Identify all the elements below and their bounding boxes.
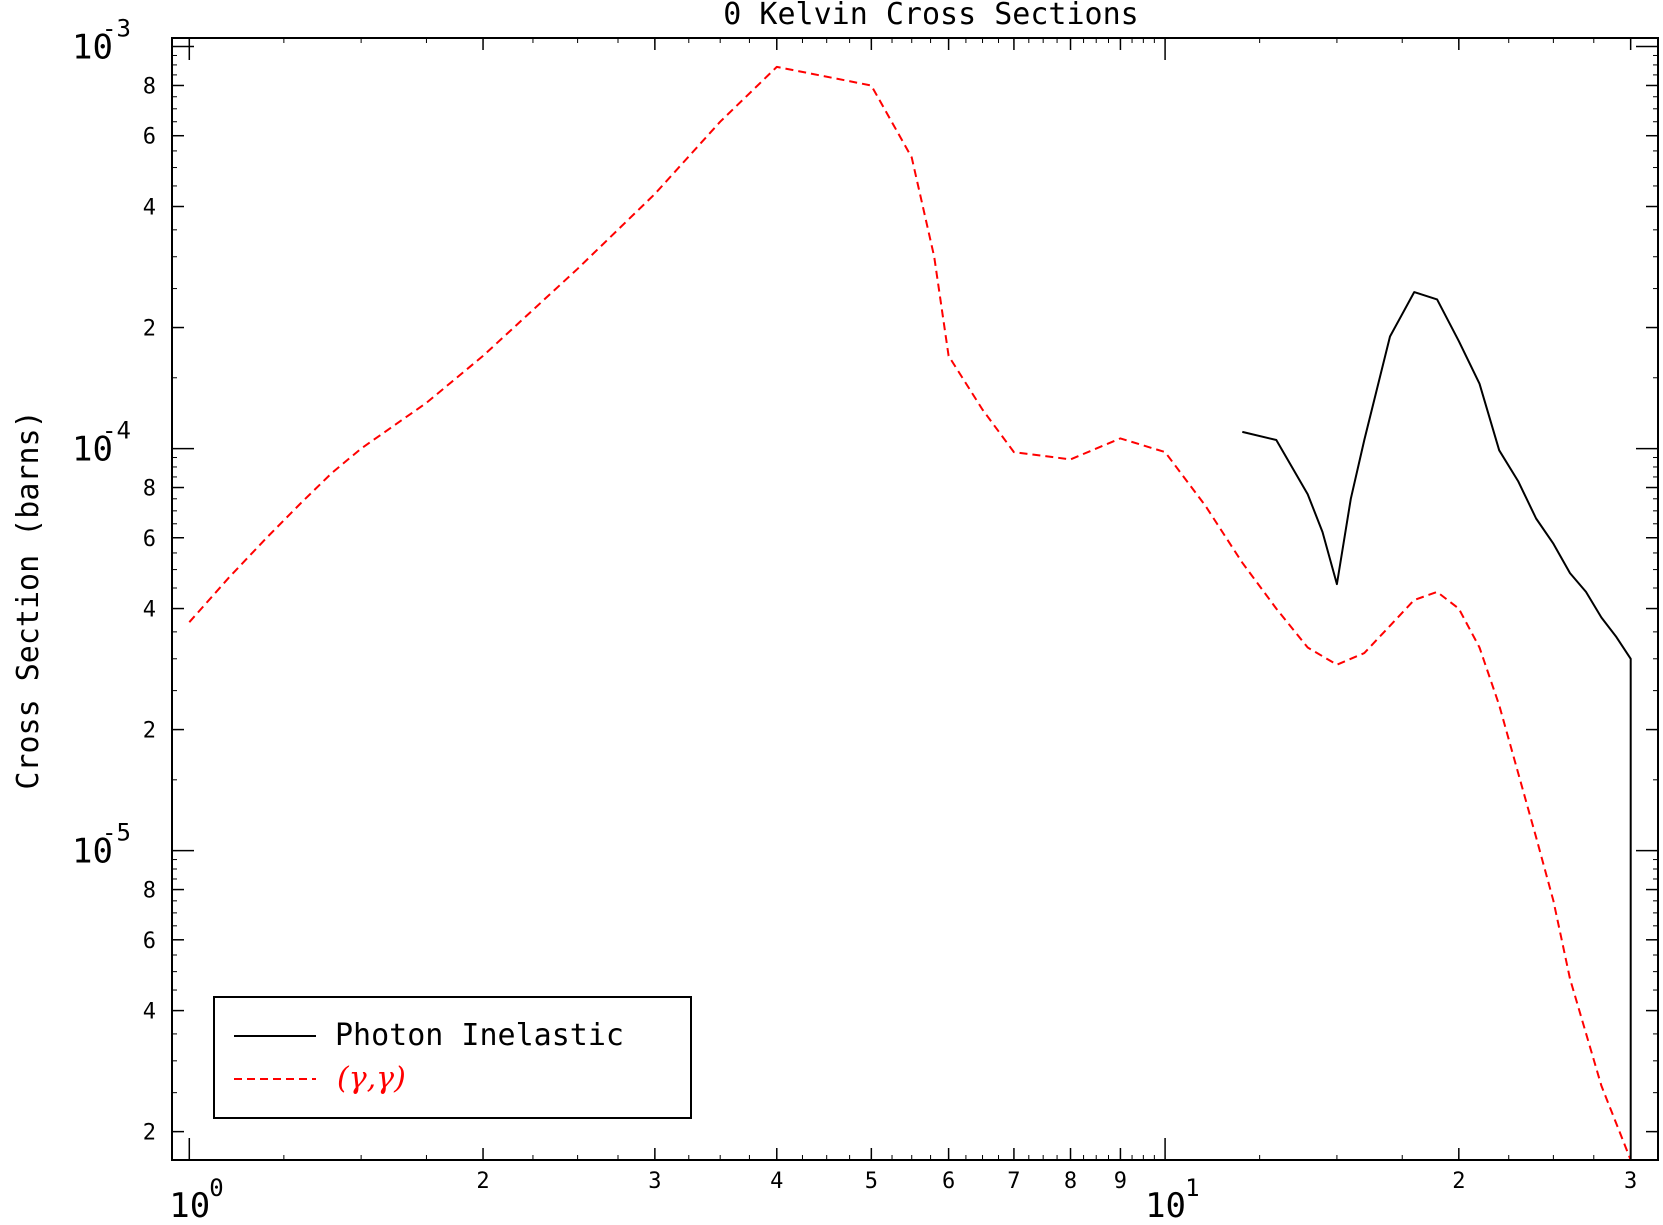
x-tick-label: 4	[770, 1169, 783, 1194]
legend-label-photon-inelastic: Photon Inelastic	[335, 1018, 624, 1053]
x-decade-label: 10	[1145, 1186, 1186, 1225]
series-line-1	[188, 65, 1632, 1161]
y-decade-exponent: -4	[102, 417, 131, 445]
x-tick-label: 3	[648, 1169, 661, 1194]
x-tick-label: 3	[1624, 1169, 1637, 1194]
y-tick-label: 4	[143, 196, 156, 221]
x-decade-exponent: 0	[209, 1174, 223, 1202]
y-tick-label: 2	[143, 719, 156, 744]
y-tick-label: 6	[143, 527, 156, 552]
x-tick-label: 9	[1114, 1169, 1127, 1194]
plot-frame	[171, 37, 1659, 1161]
y-tick-label: 8	[143, 477, 156, 502]
chart-title: 0 Kelvin Cross Sections	[723, 0, 1138, 32]
series-line-0	[1242, 291, 1632, 1160]
y-tick-label: 8	[143, 74, 156, 99]
x-tick-label: 2	[1452, 1169, 1465, 1194]
y-decade-exponent: -3	[102, 15, 131, 43]
y-tick-label: 4	[143, 598, 156, 623]
y-tick-label: 4	[143, 1000, 156, 1025]
x-tick-label: 6	[942, 1169, 955, 1194]
y-tick-label: 6	[143, 929, 156, 954]
legend-box	[213, 996, 692, 1119]
x-tick-label: 5	[865, 1169, 878, 1194]
x-decade-label: 10	[169, 1186, 210, 1225]
y-tick-label: 2	[143, 317, 156, 342]
legend: Photon Inelastic (γ,γ)	[213, 996, 692, 1119]
y-tick-label: 6	[143, 125, 156, 150]
y-tick-label: 2	[143, 1121, 156, 1146]
x-decade-exponent: 1	[1185, 1174, 1199, 1202]
y-decade-label: 10	[72, 832, 113, 872]
x-tick-label: 8	[1064, 1169, 1077, 1194]
y-axis-title: Cross Section (barns)	[11, 410, 46, 789]
x-tick-label: 7	[1007, 1169, 1020, 1194]
legend-label-gamma-gamma: (γ,γ)	[337, 1061, 406, 1096]
y-tick-label: 8	[143, 879, 156, 904]
x-tick-label: 2	[476, 1169, 489, 1194]
y-decade-label: 10	[72, 28, 113, 68]
y-decade-label: 10	[72, 430, 113, 470]
y-decade-exponent: -5	[102, 819, 131, 847]
